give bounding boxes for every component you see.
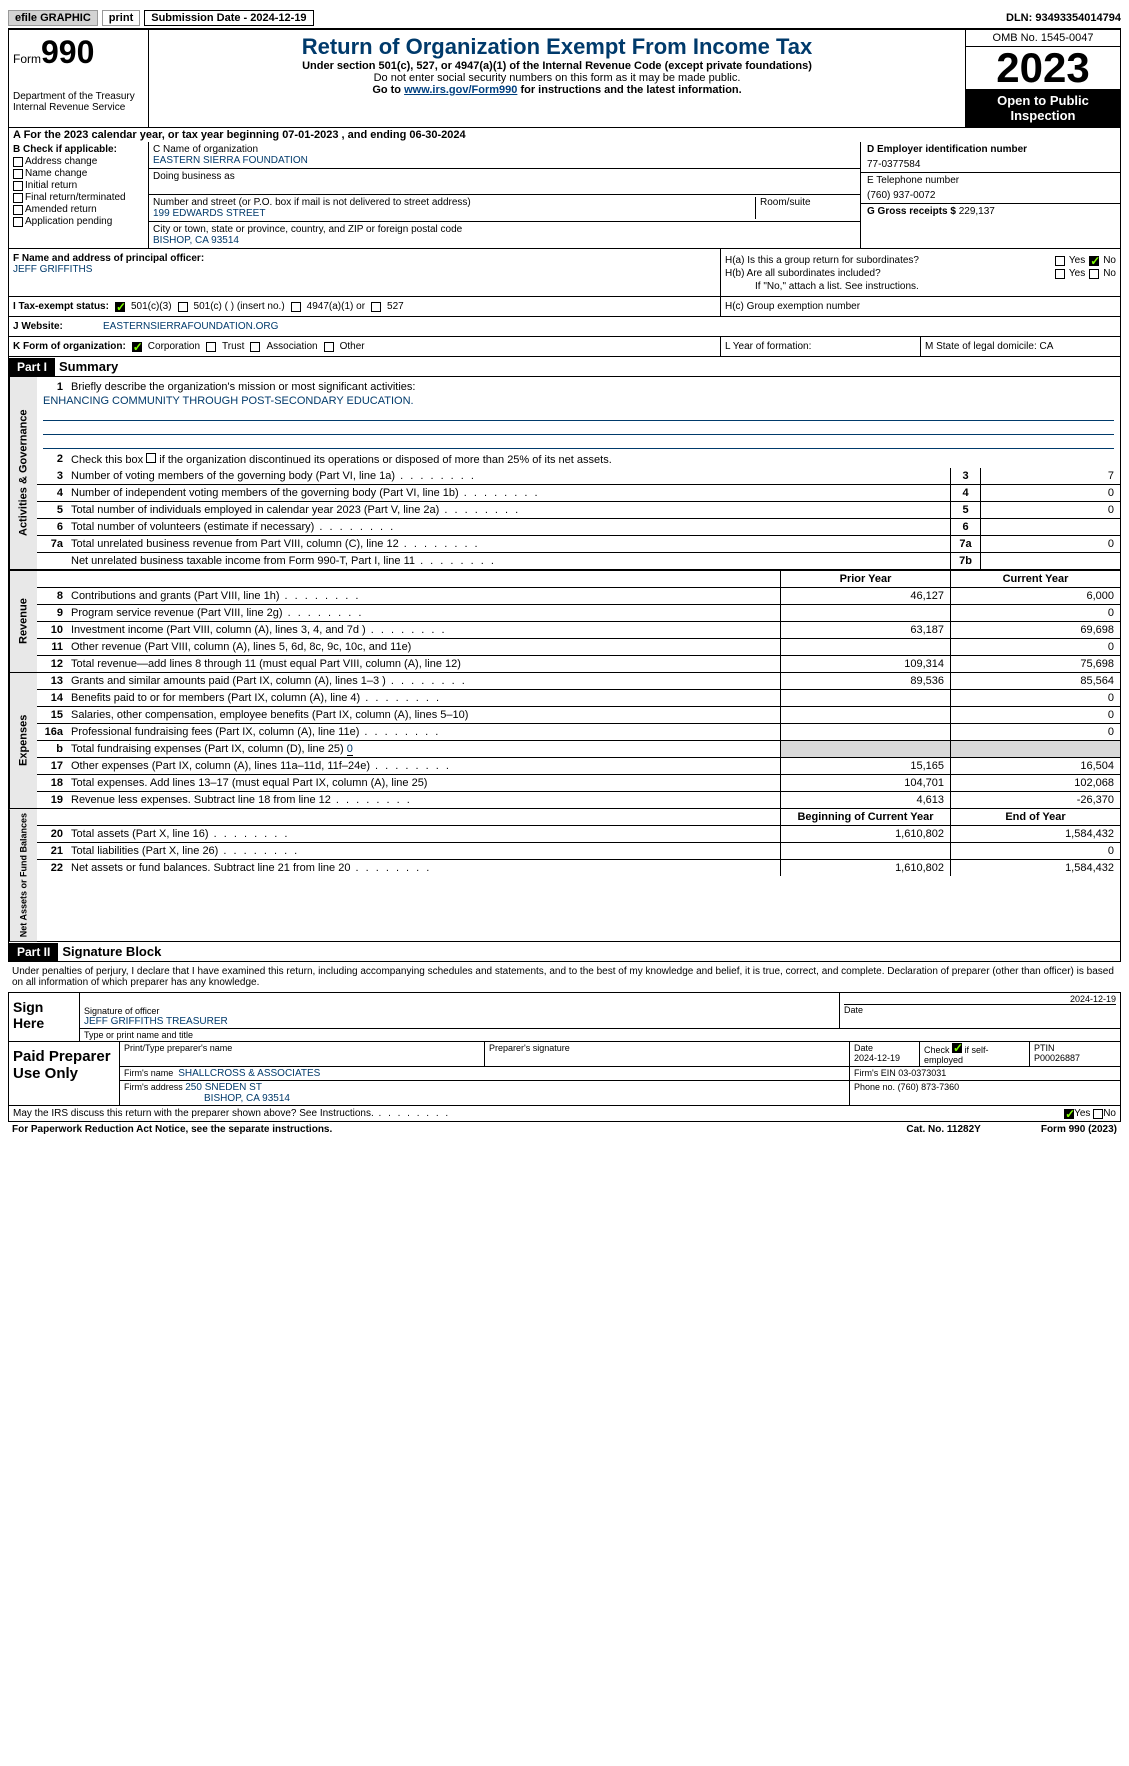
prep-phone: (760) 873-7360 <box>898 1082 960 1092</box>
box-i: I Tax-exempt status: 501(c)(3) 501(c) ( … <box>8 297 1121 317</box>
line-a: A For the 2023 calendar year, or tax yea… <box>8 128 1121 142</box>
header-right: OMB No. 1545-0047 2023 Open to Public In… <box>965 30 1120 127</box>
header-title: Return of Organization Exempt From Incom… <box>149 30 965 127</box>
year-formation: L Year of formation: <box>720 337 920 356</box>
chk-amended[interactable] <box>13 205 23 215</box>
chk-initial[interactable] <box>13 181 23 191</box>
val-5: 0 <box>980 502 1120 518</box>
chk-hb-no[interactable] <box>1089 269 1099 279</box>
part2-header: Part II Signature Block <box>8 942 1121 962</box>
ein: 77-0377584 <box>867 159 1114 170</box>
org-name: EASTERN SIERRA FOUNDATION <box>153 155 856 166</box>
part1-governance: Activities & Governance 1Briefly describ… <box>8 377 1121 570</box>
val-6 <box>980 519 1120 535</box>
box-c: C Name of organization EASTERN SIERRA FO… <box>149 142 860 248</box>
box-d-e-g: D Employer identification number 77-0377… <box>860 142 1120 248</box>
state-domicile: M State of legal domicile: CA <box>920 337 1120 356</box>
chk-self-employed[interactable] <box>952 1043 962 1053</box>
chk-corp[interactable] <box>132 342 142 352</box>
chk-501c3[interactable] <box>115 302 125 312</box>
part1-expenses: Expenses 13Grants and similar amounts pa… <box>8 673 1121 809</box>
val-3: 7 <box>980 468 1120 484</box>
val-4: 0 <box>980 485 1120 501</box>
form-title: Return of Organization Exempt From Incom… <box>153 34 961 60</box>
box-j: J Website: EASTERNSIERRAFOUNDATION.ORG <box>8 317 1121 337</box>
chk-4947[interactable] <box>291 302 301 312</box>
val-7a: 0 <box>980 536 1120 552</box>
dept-label: Department of the Treasury Internal Reve… <box>13 91 144 113</box>
tax-year: 2023 <box>966 47 1120 89</box>
section-b-c-d: B Check if applicable: Address change Na… <box>8 142 1121 249</box>
chk-ha-yes[interactable] <box>1055 256 1065 266</box>
val-7b <box>980 553 1120 569</box>
chk-address[interactable] <box>13 157 23 167</box>
org-city: BISHOP, CA 93514 <box>153 235 856 246</box>
chk-other[interactable] <box>324 342 334 352</box>
officer-sig: JEFF GRIFFITHS TREASURER <box>84 1016 835 1027</box>
header-left: Form990 Department of the Treasury Inter… <box>9 30 149 127</box>
ptin: P00026887 <box>1034 1053 1080 1063</box>
firm-name: SHALLCROSS & ASSOCIATES <box>178 1068 320 1079</box>
chk-pending[interactable] <box>13 217 23 227</box>
efile-button[interactable]: efile GRAPHIC <box>8 10 98 26</box>
part1-header: Part I Summary <box>8 357 1121 377</box>
part1-netassets: Net Assets or Fund Balances Beginning of… <box>8 809 1121 942</box>
top-bar: efile GRAPHIC print Submission Date - 20… <box>8 8 1121 29</box>
form-number: 990 <box>41 34 94 70</box>
firm-ein: 03-0373031 <box>898 1068 946 1078</box>
discuss-row: May the IRS discuss this return with the… <box>8 1106 1121 1122</box>
box-k-l-m: K Form of organization: Corporation Trus… <box>8 337 1121 357</box>
form-header: Form990 Department of the Treasury Inter… <box>8 29 1121 128</box>
chk-trust[interactable] <box>206 342 216 352</box>
chk-ha-no[interactable] <box>1089 256 1099 266</box>
print-button[interactable]: print <box>102 10 140 26</box>
box-f-h: F Name and address of principal officer:… <box>8 249 1121 297</box>
part1-revenue: Revenue Prior YearCurrent Year 8Contribu… <box>8 570 1121 673</box>
phone: (760) 937-0072 <box>867 190 1114 201</box>
chk-final[interactable] <box>13 193 23 203</box>
org-address: 199 EDWARDS STREET <box>153 208 751 219</box>
submission-date: Submission Date - 2024-12-19 <box>144 10 313 26</box>
footer: For Paperwork Reduction Act Notice, see … <box>8 1122 1121 1137</box>
officer-name: JEFF GRIFFITHS <box>13 264 716 275</box>
chk-hb-yes[interactable] <box>1055 269 1065 279</box>
mission: ENHANCING COMMUNITY THROUGH POST-SECONDA… <box>37 395 1120 407</box>
declaration: Under penalties of perjury, I declare th… <box>8 962 1121 992</box>
open-public: Open to Public Inspection <box>966 89 1120 127</box>
chk-discontinued[interactable] <box>146 453 156 463</box>
chk-assoc[interactable] <box>250 342 260 352</box>
gross-receipts: 229,137 <box>959 206 995 217</box>
chk-name[interactable] <box>13 169 23 179</box>
website: EASTERNSIERRAFOUNDATION.ORG <box>99 317 1120 336</box>
irs-link[interactable]: www.irs.gov/Form990 <box>404 84 517 96</box>
chk-discuss-yes[interactable] <box>1064 1109 1074 1119</box>
dln: DLN: 93493354014794 <box>1006 12 1121 24</box>
sign-here-block: Sign Here Signature of officerJEFF GRIFF… <box>8 992 1121 1106</box>
box-b: B Check if applicable: Address change Na… <box>9 142 149 248</box>
chk-527[interactable] <box>371 302 381 312</box>
chk-501c[interactable] <box>178 302 188 312</box>
chk-discuss-no[interactable] <box>1093 1109 1103 1119</box>
